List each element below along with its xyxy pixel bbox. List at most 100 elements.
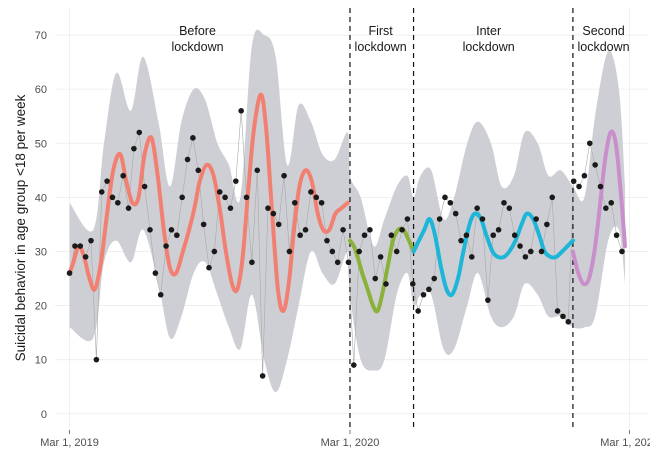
data-point bbox=[190, 135, 196, 141]
data-point bbox=[340, 227, 346, 233]
data-point bbox=[356, 248, 362, 255]
data-point bbox=[527, 248, 534, 255]
data-point bbox=[334, 259, 341, 266]
phase-boundaries bbox=[349, 8, 574, 430]
data-point bbox=[297, 232, 303, 239]
data-point bbox=[544, 221, 550, 228]
phase-label-line1: First bbox=[368, 24, 393, 38]
data-point bbox=[109, 194, 116, 201]
phase-label-line2: lockdown bbox=[578, 40, 630, 54]
data-point bbox=[420, 291, 427, 298]
data-point bbox=[383, 281, 389, 287]
data-point bbox=[570, 178, 577, 184]
data-point bbox=[82, 254, 89, 260]
fitted-series-second-lockdown bbox=[570, 129, 627, 287]
data-point bbox=[238, 107, 244, 114]
data-point bbox=[608, 199, 615, 206]
data-point bbox=[619, 248, 625, 255]
fitted-series bbox=[67, 92, 627, 314]
data-point bbox=[367, 227, 373, 233]
data-point bbox=[286, 248, 293, 255]
data-point bbox=[468, 254, 475, 260]
data-point bbox=[163, 243, 169, 249]
data-point bbox=[152, 270, 159, 276]
y-axis: 0 10 20 30 40 50 60 70 bbox=[35, 30, 47, 421]
data-point bbox=[249, 259, 255, 266]
x-axis: Mar 1, 2019 Mar 1, 2020 Mar 1, 2021 bbox=[40, 430, 650, 449]
data-point bbox=[463, 232, 470, 239]
data-point bbox=[474, 205, 480, 211]
data-point bbox=[77, 243, 84, 249]
data-point bbox=[458, 237, 464, 244]
data-point bbox=[302, 227, 309, 233]
data-point bbox=[211, 248, 218, 255]
data-point bbox=[141, 183, 148, 190]
data-point bbox=[399, 227, 405, 233]
data-point bbox=[329, 248, 336, 255]
data-point bbox=[233, 178, 239, 184]
data-point bbox=[490, 232, 497, 239]
data-point bbox=[292, 199, 298, 206]
data-point bbox=[157, 291, 164, 298]
data-point bbox=[222, 194, 228, 201]
data-point bbox=[98, 189, 105, 195]
data-point bbox=[511, 232, 518, 239]
data-point bbox=[404, 216, 411, 222]
data-point bbox=[120, 172, 126, 179]
data-point bbox=[447, 199, 454, 206]
data-point bbox=[560, 313, 566, 320]
data-point bbox=[179, 194, 185, 201]
y-tick-label: 10 bbox=[35, 355, 47, 367]
phase-labels: Before lockdown First lockdown Inter lockdown… bbox=[171, 24, 629, 54]
data-point bbox=[442, 194, 448, 201]
data-point bbox=[431, 275, 438, 282]
data-point bbox=[506, 205, 513, 211]
data-point bbox=[522, 254, 529, 260]
data-point bbox=[361, 232, 368, 239]
data-point bbox=[452, 210, 459, 217]
y-axis-title: Suicidal behavior in age group <18 per w… bbox=[13, 94, 28, 361]
phase-label-line1: Before bbox=[179, 24, 216, 38]
y-tick-label: 70 bbox=[35, 30, 47, 42]
data-point bbox=[603, 205, 609, 211]
y-tick-label: 20 bbox=[35, 301, 47, 313]
phase-label-line2: lockdown bbox=[171, 40, 223, 54]
data-point bbox=[549, 194, 556, 201]
data-point bbox=[538, 248, 545, 255]
data-point bbox=[308, 189, 314, 195]
data-point bbox=[415, 308, 421, 314]
y-tick-label: 30 bbox=[35, 246, 47, 258]
confidence-band-area bbox=[69, 29, 626, 393]
data-point bbox=[131, 145, 137, 152]
data-point bbox=[324, 237, 330, 244]
data-point bbox=[243, 194, 250, 201]
data-point bbox=[565, 318, 572, 325]
y-tick-label: 60 bbox=[35, 84, 47, 96]
data-point bbox=[168, 227, 175, 233]
phase-label-line1: Second bbox=[582, 24, 624, 38]
data-point bbox=[479, 216, 486, 222]
x-tick-label: Mar 1, 2020 bbox=[321, 437, 380, 449]
fitted-series-before-lockdown bbox=[67, 92, 350, 314]
confidence-band bbox=[69, 29, 626, 393]
y-tick-label: 50 bbox=[35, 138, 47, 150]
data-point bbox=[554, 308, 561, 314]
data-point bbox=[517, 243, 523, 249]
data-point bbox=[227, 205, 234, 211]
data-point bbox=[592, 162, 598, 168]
data-point bbox=[597, 183, 604, 190]
phase-label-line2: lockdown bbox=[463, 40, 515, 54]
data-point bbox=[426, 286, 432, 293]
data-point bbox=[66, 270, 73, 276]
x-tick-label: Mar 1, 2019 bbox=[40, 437, 99, 449]
data-point bbox=[586, 140, 593, 147]
data-point bbox=[313, 194, 320, 201]
data-point bbox=[345, 259, 352, 266]
phase-label-line1: Inter bbox=[476, 24, 501, 38]
data-point bbox=[265, 205, 271, 211]
y-tick-label: 0 bbox=[41, 409, 47, 421]
data-point bbox=[88, 237, 94, 244]
data-point bbox=[275, 221, 282, 228]
data-point bbox=[72, 243, 78, 249]
